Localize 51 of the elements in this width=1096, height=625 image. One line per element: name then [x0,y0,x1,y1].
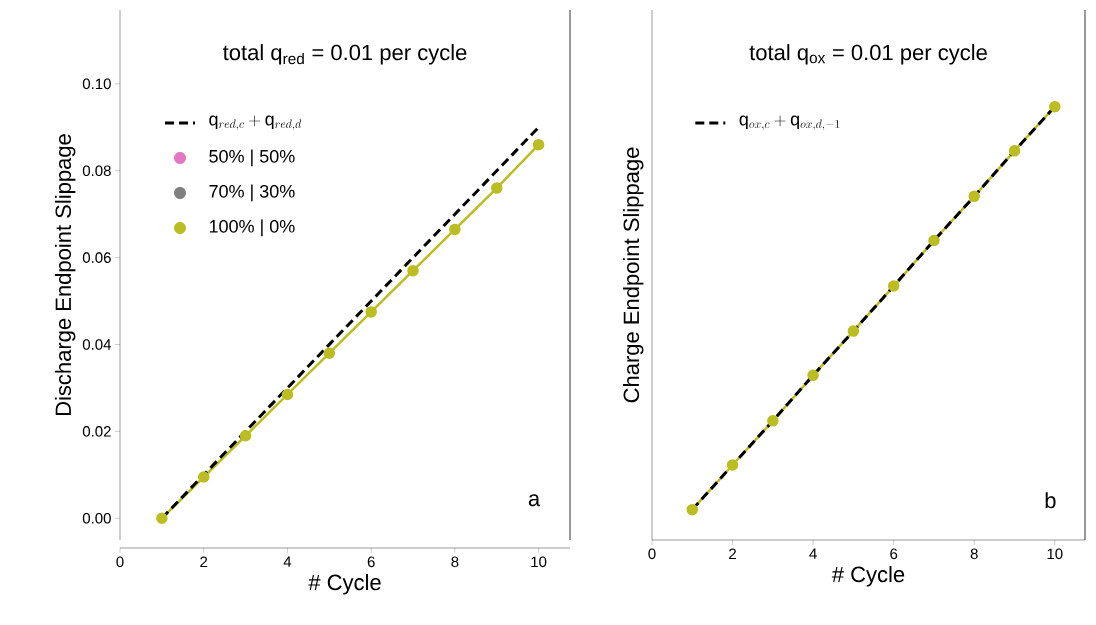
x-tick-label: 4 [283,556,292,567]
point [365,306,377,318]
text: total q$_{red}$ = 0.01 per cycle [222,44,467,65]
x-tick-label: 4 [809,548,817,559]
point [1008,145,1021,157]
point [1049,100,1061,113]
x-axis-title: # Cycle [308,574,381,595]
point [323,347,336,359]
x-tick-label: 0 [648,548,656,560]
point [887,280,900,292]
point [197,471,210,483]
point [281,388,294,401]
point [767,415,779,427]
x-tick-label: 6 [367,556,375,568]
point [156,512,168,525]
y-tick-label: 0.08 [82,165,111,177]
x-tick-label: 6 [890,548,898,560]
y-tick-label: 0.10 [82,78,111,90]
point [407,264,419,277]
annotation: b [1045,492,1056,509]
y-tick-label: 0.02 [82,426,111,437]
point [449,223,461,236]
y-tick-label: 0.06 [82,252,111,263]
chart-title: total q$_{ox}$ = 0.01 per cycle [749,44,987,65]
legend-label: 100% | 0% [209,219,295,237]
point [491,182,503,194]
x-tick-label: 10 [531,556,547,568]
x-tick-label: 8 [970,548,978,560]
x-tick-label: 10 [1047,548,1063,560]
y-tick-label: 0.04 [82,339,112,350]
x-tick-label: 2 [200,556,208,568]
x-tick-label: 0 [116,556,124,568]
y-axis-title: Discharge Endpoint Slippage [54,134,76,416]
point [532,138,545,151]
point [807,369,819,382]
y-tick-label: 0.00 [82,512,111,524]
point [928,234,940,247]
point [686,503,699,516]
x-axis-title: # Cycle [831,566,905,587]
x-tick-label: 8 [451,556,459,568]
y-axis-title: Charge Endpoint Slippage [622,147,644,403]
point [968,190,980,203]
annotation: a [528,494,541,507]
legend-label: 50% | 50% [209,149,295,167]
point [847,325,860,337]
point [239,429,252,442]
legend-label: $\mathrm{q}_{red, c} + \mathrm{q}_{red, d}$ [209,115,302,131]
legend-label: 70% | 30% [209,184,295,202]
point [726,459,739,471]
legend-label: $\mathrm{q}_{ox, c} + \mathrm{q}_{ox, d, -1}$ [739,115,840,131]
x-tick-label: 2 [729,548,736,560]
